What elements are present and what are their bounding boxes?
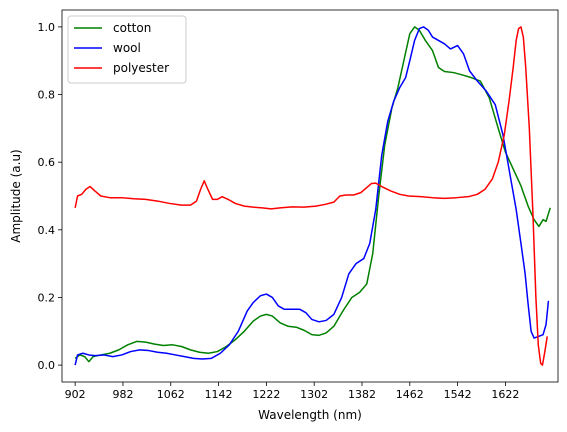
series-line-polyester bbox=[74, 26, 548, 366]
y-tick-label: 1.0 bbox=[38, 21, 56, 34]
y-tick-label: 0.4 bbox=[38, 224, 56, 237]
x-tick-label: 1062 bbox=[157, 388, 185, 401]
x-axis-ticks: 902 982 1062 1142 1222 1302 1382 1462 1542 1622 bbox=[65, 382, 519, 401]
legend-label-polyester: polyester bbox=[113, 61, 169, 75]
y-axis-ticks: 0.0 0.2 0.4 0.6 0.8 1.0 bbox=[38, 21, 62, 372]
x-tick-label: 902 bbox=[65, 388, 86, 401]
x-tick-label: 1622 bbox=[491, 388, 519, 401]
x-tick-label: 1382 bbox=[348, 388, 376, 401]
series-layer bbox=[74, 26, 551, 366]
x-tick-label: 1462 bbox=[396, 388, 424, 401]
legend-label-cotton: cotton bbox=[113, 21, 151, 35]
y-tick-label: 0.0 bbox=[38, 359, 56, 372]
y-axis-label: Amplitude (a.u) bbox=[9, 149, 23, 242]
y-tick-label: 0.2 bbox=[38, 291, 56, 304]
x-tick-label: 1302 bbox=[300, 388, 328, 401]
x-tick-label: 1142 bbox=[205, 388, 233, 401]
x-tick-label: 1542 bbox=[444, 388, 472, 401]
legend-frame bbox=[67, 15, 187, 84]
x-tick-label: 982 bbox=[112, 388, 133, 401]
y-tick-label: 0.6 bbox=[38, 156, 56, 169]
x-tick-label: 1222 bbox=[252, 388, 280, 401]
legend-label-wool: wool bbox=[113, 41, 141, 55]
x-axis-label: Wavelength (nm) bbox=[258, 408, 362, 422]
y-tick-label: 0.8 bbox=[38, 89, 56, 102]
series-line-cotton bbox=[74, 26, 551, 363]
legend: cotton wool polyester bbox=[67, 15, 187, 84]
series-line-wool bbox=[74, 26, 550, 366]
